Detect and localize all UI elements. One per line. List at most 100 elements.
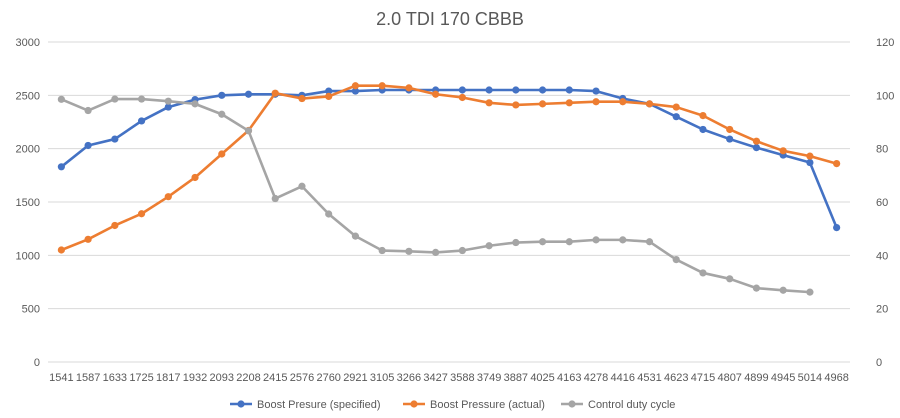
data-point <box>592 236 600 244</box>
data-point <box>244 90 253 98</box>
data-point <box>84 141 92 150</box>
x-tick-label: 3266 <box>397 372 421 384</box>
data-point <box>806 152 814 160</box>
y-right-tick-label: 0 <box>876 357 882 369</box>
data-point <box>325 210 333 218</box>
data-point <box>191 100 199 108</box>
y-right-tick-label: 80 <box>876 144 888 156</box>
y-left-tick-label: 2000 <box>16 144 40 156</box>
y-right-tick-label: 120 <box>876 37 894 49</box>
data-point <box>325 92 333 100</box>
x-tick-label: 4416 <box>611 372 635 384</box>
series-line <box>60 88 838 229</box>
y-right-tick-label: 40 <box>876 250 888 262</box>
data-point <box>752 144 761 152</box>
data-point <box>351 87 360 95</box>
y-left-tick-label: 0 <box>34 357 40 369</box>
data-point <box>726 275 734 283</box>
data-point <box>164 193 172 201</box>
x-tick-label: 4278 <box>584 372 608 384</box>
data-point <box>672 256 680 264</box>
data-point <box>619 98 627 106</box>
data-point <box>565 99 573 107</box>
x-tick-label: 3427 <box>423 372 447 384</box>
y-right-tick-label: 100 <box>876 90 894 102</box>
data-point <box>565 86 573 94</box>
x-tick-label: 2921 <box>343 372 367 384</box>
data-point <box>538 238 547 246</box>
data-point <box>752 284 761 292</box>
data-point <box>432 248 440 256</box>
x-tick-label: 4968 <box>824 372 848 384</box>
data-point <box>432 90 440 98</box>
chart-title: 2.0 TDI 170 CBBB <box>376 9 524 29</box>
data-point <box>485 99 493 107</box>
data-point <box>833 224 841 232</box>
x-tick-label: 4531 <box>637 372 661 384</box>
data-point <box>565 238 573 246</box>
data-point <box>672 113 680 121</box>
x-tick-label: 4715 <box>691 372 715 384</box>
legend-label: Boost Pressure (actual) <box>430 399 545 411</box>
series-lines <box>57 82 841 296</box>
data-point <box>111 135 119 143</box>
x-tick-label: 4025 <box>530 372 554 384</box>
y-left-tick-label: 1000 <box>16 250 40 262</box>
y-axis-right: 0 20 40 60 80 100 120 <box>876 37 894 369</box>
x-tick-label: 2415 <box>263 372 287 384</box>
legend-swatch-marker <box>410 400 418 408</box>
x-tick-label: 4945 <box>771 372 795 384</box>
data-point <box>485 86 493 94</box>
x-tick-label: 2760 <box>316 372 340 384</box>
x-tick-label: 4623 <box>664 372 688 384</box>
legend: Boost Presure (specified) Boost Pressure … <box>230 399 675 411</box>
data-point <box>271 194 279 203</box>
legend-swatch-marker <box>568 400 576 408</box>
y-axis-left: 0 500 1000 1500 2000 2500 3000 <box>16 37 40 369</box>
x-tick-label: 2208 <box>236 372 260 384</box>
data-point <box>84 235 92 243</box>
data-point <box>137 117 146 125</box>
y-left-tick-label: 2500 <box>16 90 40 102</box>
legend-label: Boost Presure (specified) <box>257 399 381 411</box>
legend-label: Control duty cycle <box>588 399 675 411</box>
data-point <box>458 86 466 94</box>
legend-swatch-marker <box>237 400 245 408</box>
data-point <box>538 100 547 108</box>
legend-item: Boost Presure (specified) <box>230 399 381 411</box>
x-tick-label: 3749 <box>477 372 501 384</box>
data-point <box>512 86 520 94</box>
data-point <box>458 93 466 102</box>
data-point <box>699 112 707 120</box>
x-tick-label: 1725 <box>129 372 153 384</box>
x-axis: 1541 1587 1633 1725 1817 1932 2093 2208 2415 2576… <box>49 372 849 384</box>
data-point <box>137 95 146 103</box>
x-tick-label: 3887 <box>504 372 528 384</box>
x-tick-label: 2576 <box>290 372 314 384</box>
x-tick-label: 1541 <box>49 372 73 384</box>
data-point <box>137 210 146 218</box>
x-tick-label: 3105 <box>370 372 394 384</box>
data-point <box>191 173 199 182</box>
y-left-tick-label: 3000 <box>16 37 40 49</box>
y-left-tick-label: 1500 <box>16 197 40 209</box>
data-point <box>405 84 413 92</box>
data-point <box>592 87 600 95</box>
data-point <box>298 182 306 190</box>
y-right-tick-label: 60 <box>876 197 888 209</box>
x-tick-label: 1587 <box>76 372 100 384</box>
x-tick-label: 1932 <box>183 372 207 384</box>
data-point <box>619 236 627 244</box>
data-point <box>538 86 547 94</box>
data-point <box>645 100 654 108</box>
x-tick-label: 2093 <box>210 372 234 384</box>
data-point <box>351 232 360 240</box>
series-2 <box>57 95 814 296</box>
data-point <box>164 103 172 111</box>
data-point <box>806 158 814 167</box>
x-tick-label: 4899 <box>744 372 768 384</box>
y-left-tick-label: 500 <box>22 304 40 316</box>
data-point <box>57 246 65 254</box>
